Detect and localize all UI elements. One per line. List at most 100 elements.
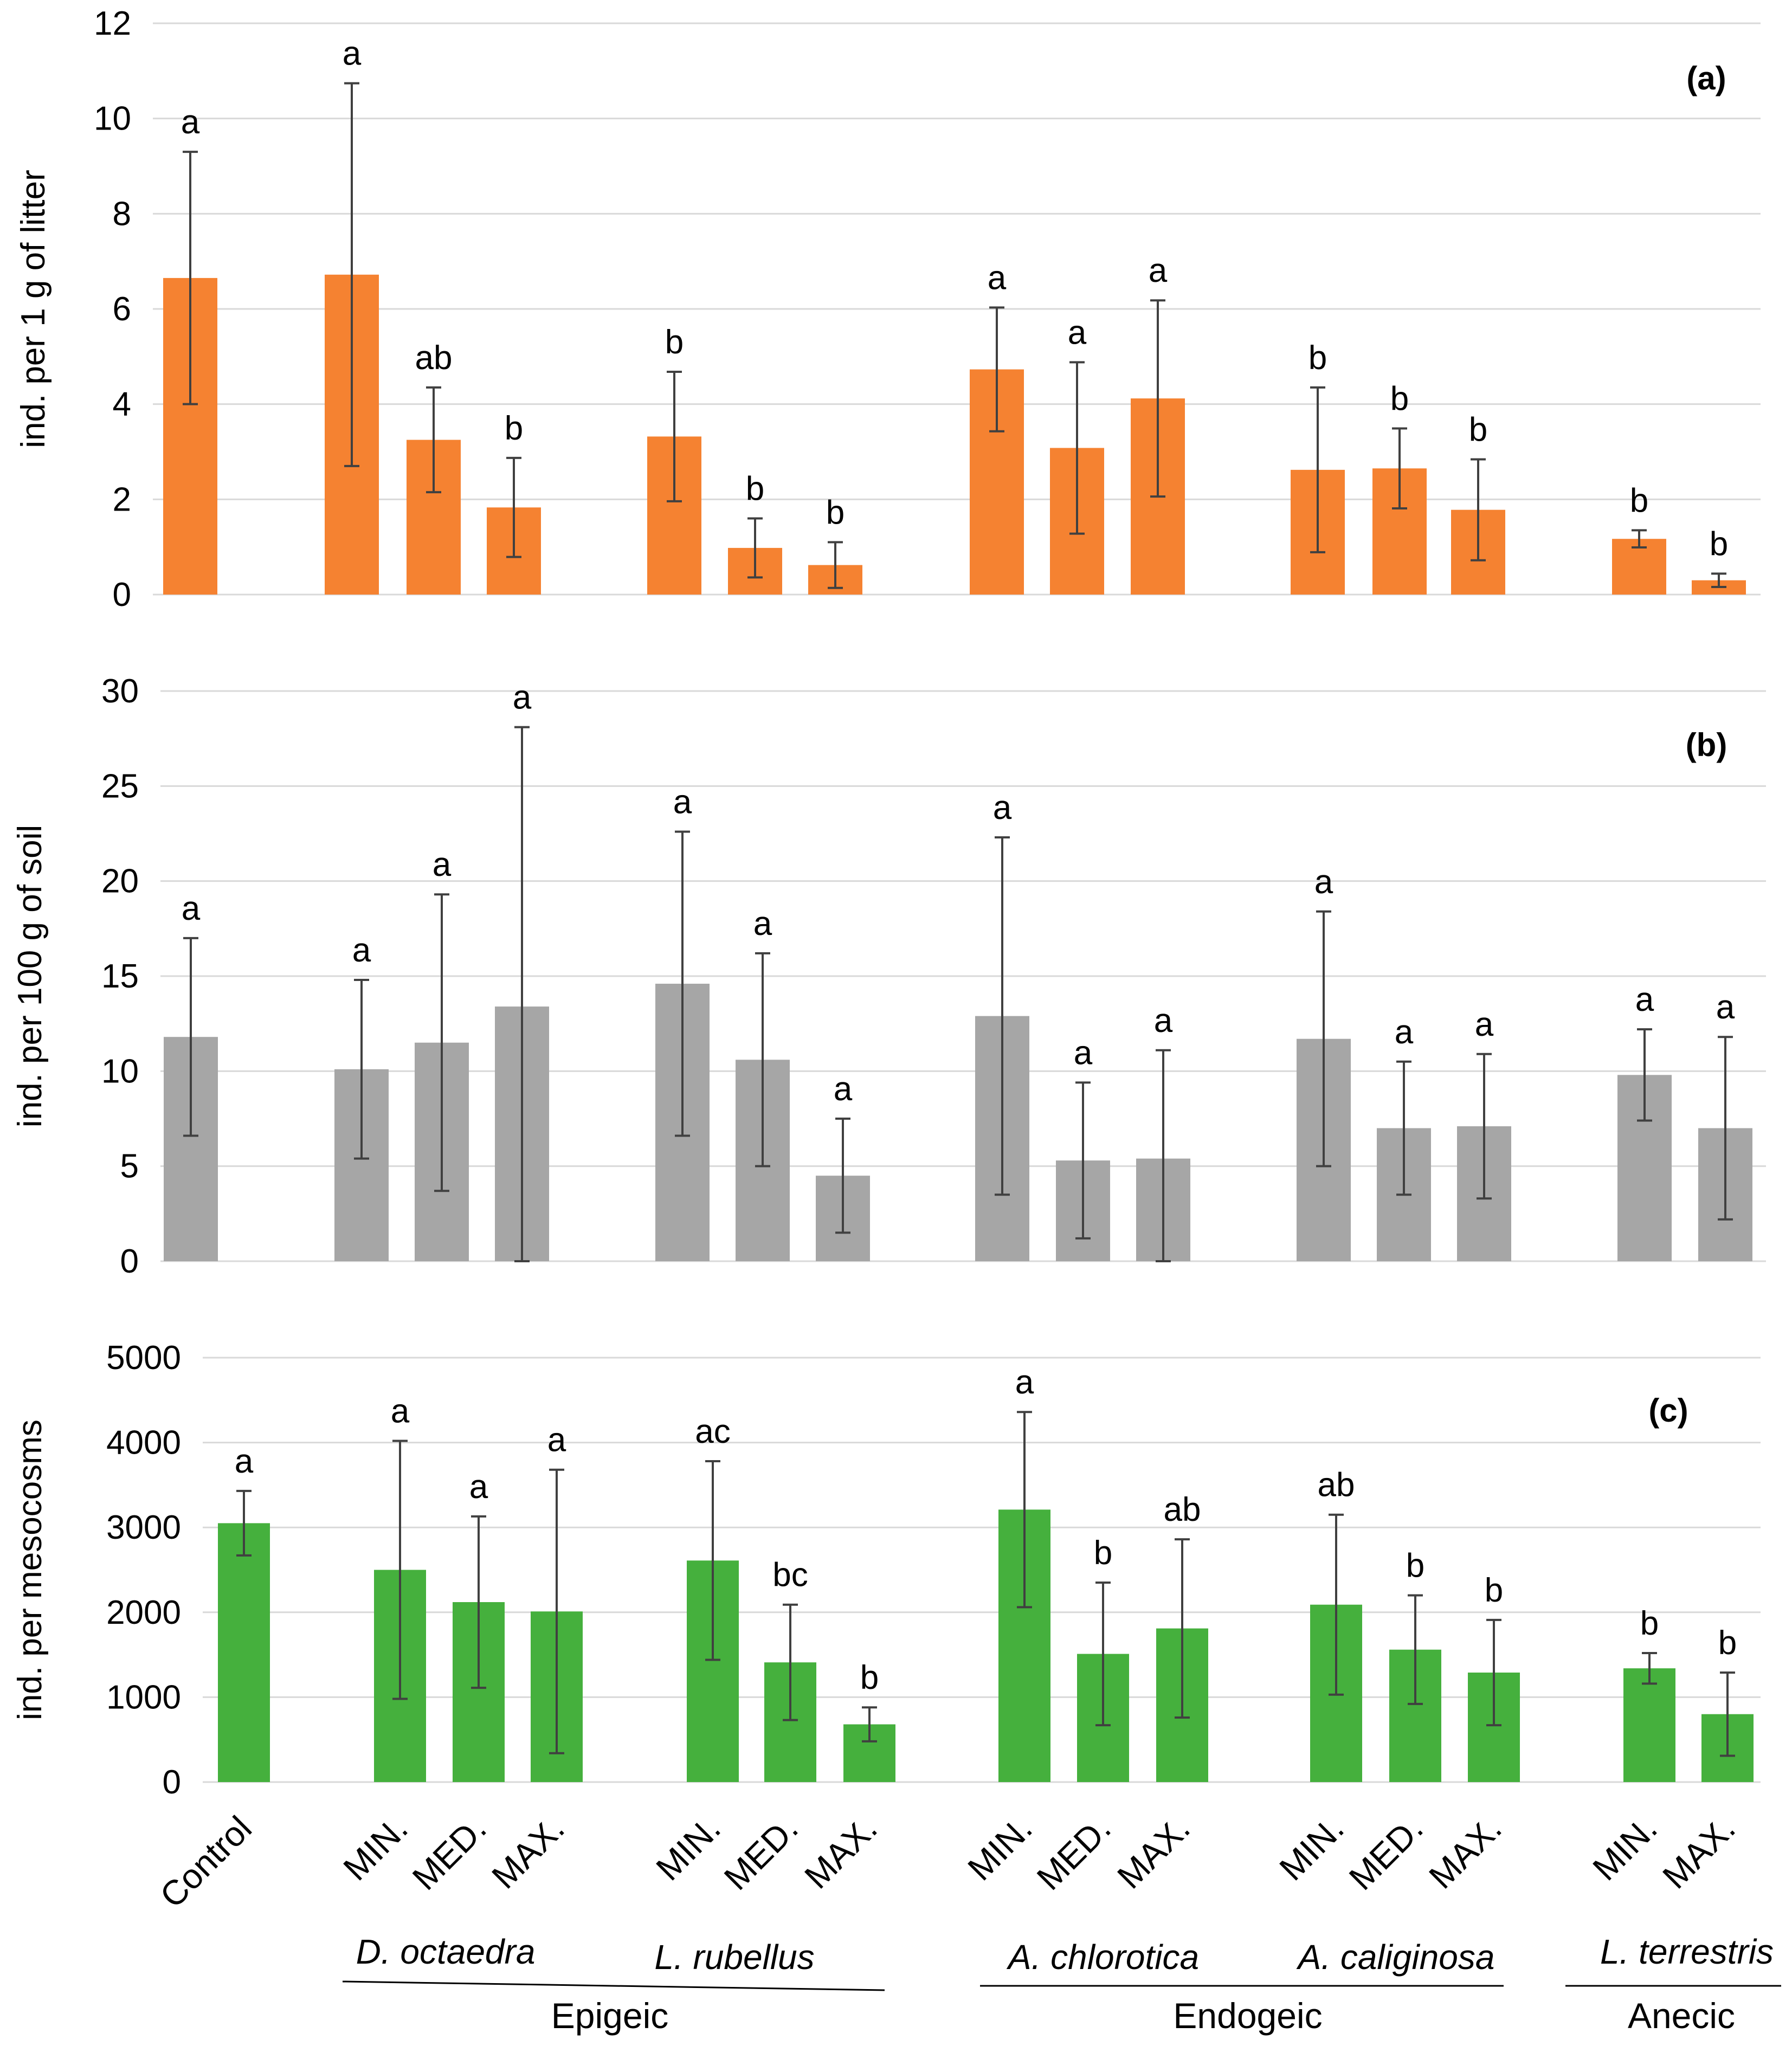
significance-letter: b	[826, 494, 845, 531]
error-bar	[434, 893, 449, 1192]
error-bar	[1310, 386, 1325, 553]
y-tick-label: 0	[113, 576, 131, 614]
y-tick-label: 20	[101, 863, 139, 900]
error-bar	[1316, 910, 1331, 1167]
significance-letter: a	[513, 679, 532, 717]
y-tick-label: 30	[101, 673, 139, 710]
bar	[1623, 1668, 1675, 1782]
error-bar	[1017, 1411, 1032, 1609]
y-tick-label: 0	[163, 1764, 181, 1801]
significance-letter: a	[1154, 1002, 1173, 1040]
significance-letter: a	[673, 783, 692, 821]
significance-letter: a	[391, 1392, 410, 1430]
significance-letter: b	[1630, 482, 1648, 519]
error-bar	[1637, 1028, 1652, 1122]
significance-letter: a	[181, 104, 200, 141]
x-tick-label: MIN.	[1585, 1809, 1664, 1888]
significance-letter: a	[1395, 1014, 1414, 1051]
species-label-a-caliginosa: A. caliginosa	[1296, 1938, 1495, 1977]
significance-letter: a	[433, 846, 452, 883]
significance-letter: b	[1710, 525, 1728, 563]
y-tick-label: 2000	[106, 1594, 181, 1631]
y-axis-label: ind. per 1 g of litter	[15, 170, 52, 448]
x-tick-label: MAX.	[1110, 1809, 1197, 1896]
x-tick-label: MED.	[405, 1809, 494, 1897]
panel-b: 0 5 10 15 20 25 30 ind. per 100 g of soil (b) a a a…	[11, 673, 1766, 1280]
y-tick-label: 15	[101, 958, 139, 995]
significance-letter: a	[1635, 981, 1654, 1018]
y-tick-label: 4	[113, 386, 131, 423]
y-tick-label: 12	[94, 5, 131, 42]
y-tick-label: 0	[120, 1243, 139, 1280]
error-bar	[1075, 1081, 1091, 1240]
error-bar	[1718, 1036, 1733, 1221]
error-bar	[1632, 529, 1647, 549]
y-tick-label: 5	[120, 1148, 139, 1185]
error-bar	[995, 836, 1010, 1196]
y-tick-label: 5000	[106, 1339, 181, 1377]
group-label-endogeic: Endogeic	[1173, 1996, 1322, 2036]
error-bar	[1150, 299, 1165, 498]
error-bar	[862, 1706, 877, 1742]
y-axis-label: ind. per mesocosms	[11, 1419, 49, 1720]
significance-letter: b	[1406, 1547, 1424, 1584]
significance-letter: ab	[1318, 1467, 1355, 1504]
significance-letter: a	[547, 1422, 566, 1459]
significance-letter: b	[1485, 1572, 1503, 1609]
error-bar	[989, 306, 1004, 433]
x-tick-label: Control	[152, 1809, 259, 1915]
x-tick-label: MIN.	[1272, 1809, 1351, 1888]
y-tick-label: 10	[94, 100, 131, 138]
x-tick-label: MED.	[717, 1809, 805, 1897]
significance-letter: b	[505, 410, 523, 447]
error-bar	[783, 1603, 798, 1721]
error-bar	[354, 979, 369, 1160]
species-label-a-chlorotica: A. chlorotica	[1006, 1938, 1199, 1977]
error-bar	[471, 1515, 486, 1689]
significance-letter: a	[1068, 314, 1087, 351]
error-bar	[236, 1489, 252, 1557]
significance-letter: a	[1475, 1006, 1494, 1043]
error-bar	[1175, 1538, 1190, 1719]
significance-letter: a	[235, 1443, 254, 1480]
group-label-epigeic: Epigeic	[551, 1996, 668, 2036]
significance-letter: a	[753, 905, 772, 943]
species-label-d-octaedra: D. octaedra	[356, 1932, 536, 1971]
y-tick-label: 8	[113, 195, 131, 233]
significance-letter: b	[746, 470, 764, 507]
y-tick-label: 25	[101, 767, 139, 805]
panel-c: 0 1000 2000 3000 4000 5000 ind. per mesocosms (…	[11, 1339, 1761, 1801]
significance-letter: a	[343, 35, 362, 73]
error-bar	[835, 1118, 850, 1234]
y-axis-label: ind. per 100 g of soil	[11, 825, 49, 1127]
error-bar	[426, 386, 441, 494]
error-bar	[1408, 1594, 1423, 1705]
x-tick-label: MAX.	[1655, 1809, 1743, 1896]
significance-letter: a	[993, 789, 1012, 827]
panel-label: (b)	[1686, 727, 1727, 763]
error-bar	[667, 370, 682, 502]
x-tick-label: MED.	[1342, 1809, 1430, 1897]
error-bar	[1095, 1581, 1111, 1727]
error-bar	[1392, 427, 1407, 510]
x-tick-label: MIN.	[648, 1809, 727, 1888]
panel-label: (c)	[1648, 1392, 1688, 1429]
error-bar	[183, 151, 198, 405]
panel-label: (a)	[1686, 60, 1726, 96]
bar	[218, 1523, 270, 1782]
error-bar	[1711, 572, 1726, 588]
significance-letter: b	[1390, 380, 1409, 417]
significance-letter: bc	[772, 1557, 808, 1594]
x-tick-label: MIN.	[336, 1809, 415, 1888]
significance-letter: ac	[695, 1413, 730, 1450]
error-bar	[506, 456, 521, 558]
significance-letter: b	[665, 324, 684, 361]
error-bar	[1069, 361, 1085, 535]
significance-letter: a	[1015, 1364, 1034, 1401]
species-label-l-terrestris: L. terrestris	[1600, 1932, 1774, 1971]
error-bar	[1156, 1049, 1171, 1262]
error-bar	[705, 1460, 720, 1661]
